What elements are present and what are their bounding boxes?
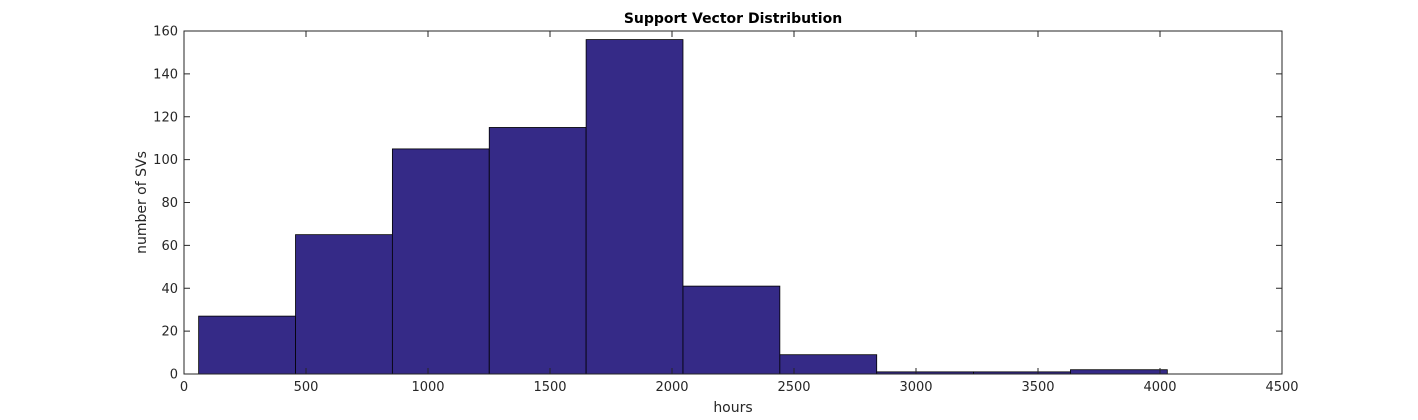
histogram-bar bbox=[488, 127, 587, 375]
x-tick-label: 2000 bbox=[655, 380, 688, 395]
x-tick-label: 3000 bbox=[899, 380, 932, 395]
x-tick-label: 4500 bbox=[1265, 380, 1298, 395]
y-tick-label: 140 bbox=[153, 67, 178, 82]
y-tick-label: 80 bbox=[161, 196, 178, 211]
y-axis-label: number of SVs bbox=[134, 151, 150, 254]
chart-title: Support Vector Distribution bbox=[624, 11, 842, 27]
y-axis: 0 20 40 60 80 100 120 140 160 bbox=[153, 25, 1282, 383]
y-tick-label: 160 bbox=[153, 25, 178, 40]
histogram-bar bbox=[198, 315, 296, 375]
histogram-bar bbox=[1070, 369, 1168, 375]
x-axis: 0 500 1000 1500 2000 2500 3000 3500 4000 4500 bbox=[180, 31, 1299, 395]
histogram-bar bbox=[682, 285, 781, 375]
x-tick-label: 2500 bbox=[777, 380, 810, 395]
x-tick-label: 1000 bbox=[411, 380, 444, 395]
bars-group bbox=[198, 39, 1168, 375]
histogram-bar bbox=[585, 39, 684, 375]
x-tick-label: 3500 bbox=[1021, 380, 1054, 395]
histogram-bar bbox=[295, 234, 393, 375]
x-axis-label: hours bbox=[713, 400, 752, 416]
x-tick-label: 1500 bbox=[533, 380, 566, 395]
x-tick-label: 0 bbox=[180, 380, 188, 395]
y-tick-label: 40 bbox=[161, 282, 178, 297]
y-tick-label: 120 bbox=[153, 110, 178, 125]
histogram-bar bbox=[391, 148, 490, 375]
y-tick-label: 0 bbox=[170, 368, 178, 383]
x-tick-label: 500 bbox=[294, 380, 319, 395]
y-tick-label: 100 bbox=[153, 153, 178, 168]
y-tick-label: 60 bbox=[161, 239, 178, 254]
x-tick-label: 4000 bbox=[1143, 380, 1176, 395]
y-tick-label: 20 bbox=[161, 325, 178, 340]
